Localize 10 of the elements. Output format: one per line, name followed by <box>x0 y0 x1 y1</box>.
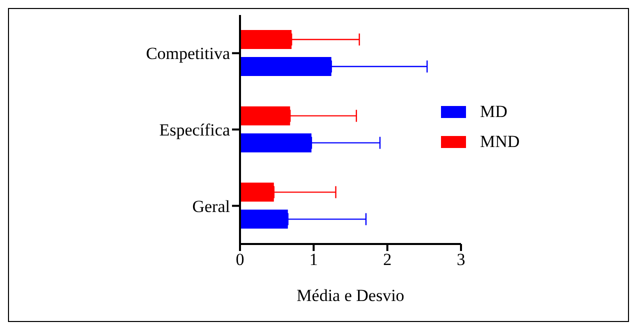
x-tick-label: 2 <box>383 250 392 270</box>
legend-label: MD <box>480 102 508 122</box>
x-tick-label: 3 <box>456 250 466 270</box>
y-tick-label: Específica <box>159 120 230 140</box>
x-axis-title: Média e Desvio <box>296 286 404 305</box>
legend-label: MND <box>480 132 520 152</box>
x-tick-label: 0 <box>236 250 244 270</box>
y-tick-label: Geral <box>192 196 230 216</box>
y-tick-label: Competitiva <box>146 44 230 64</box>
x-tick-label: 1 <box>309 250 318 270</box>
